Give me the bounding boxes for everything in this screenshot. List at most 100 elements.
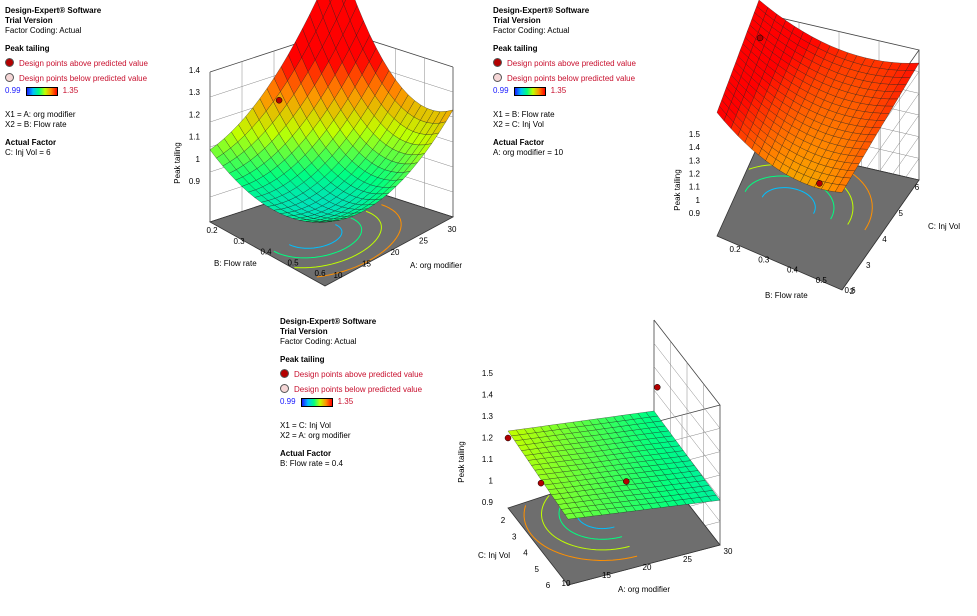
z-tick-label: 1: [696, 196, 701, 205]
below-legend: Design points below predicted value: [280, 384, 423, 395]
below-legend: Design points below predicted value: [5, 73, 148, 84]
x-tick-label: 0.4: [787, 266, 799, 275]
z-axis-label: Peak tailing: [173, 142, 182, 183]
below-dot-icon: [5, 73, 14, 82]
z-tick-label: 1.4: [189, 66, 201, 75]
x-tick-label: 10: [334, 271, 343, 280]
above-legend: Design points above predicted value: [493, 58, 636, 69]
y-axis-label: C: Inj Vol: [928, 222, 960, 231]
software-name: Design-Expert® Software: [5, 6, 102, 15]
y-tick-label: 0.2: [206, 226, 218, 235]
contour-line: [523, 505, 638, 561]
z-tick-label: 1.4: [482, 391, 494, 400]
z-tick-label: 1.3: [189, 88, 201, 97]
factor-coding: Factor Coding: Actual: [5, 26, 82, 35]
z-tick-label: 1.2: [689, 170, 701, 179]
y-tick-label: 4: [882, 235, 887, 244]
y-tick-label: 6: [915, 183, 920, 192]
above-legend: Design points above predicted value: [280, 369, 423, 380]
z-tick-label: 1.5: [482, 369, 494, 378]
z-tick-label: 1.2: [189, 110, 201, 119]
z-tick-label: 1.1: [482, 455, 494, 464]
y-tick-label: 2: [501, 516, 506, 525]
contour-line: [316, 204, 402, 278]
z-tick-label: 0.9: [189, 177, 201, 186]
legend-block-3: Design-Expert® Software Trial Version Fa…: [280, 317, 423, 469]
z-tick-label: 1: [196, 155, 201, 164]
surface-cell: [507, 429, 520, 437]
above-dot-icon: [5, 58, 14, 67]
contour-line: [273, 217, 363, 259]
above-dot-icon: [280, 369, 289, 378]
z-tick-label: 1: [489, 477, 494, 486]
y-tick-label: 3: [866, 261, 871, 270]
design-point: [816, 180, 823, 187]
below-dot-icon: [280, 384, 289, 393]
y-tick-label: 4: [523, 549, 528, 558]
x-tick-label: 25: [683, 555, 692, 564]
x-axis-label: B: Flow rate: [765, 291, 808, 300]
x-axis-label: A: org modifier: [410, 261, 462, 270]
trial-label: Trial Version: [493, 16, 541, 25]
y-tick-label: 0.6: [314, 269, 326, 278]
z-tick-label: 1.2: [482, 434, 494, 443]
actual-factor-value: C: Inj Vol = 6: [5, 148, 51, 157]
y-tick-label: 0.5: [287, 258, 299, 267]
z-tick-label: 1.3: [482, 412, 494, 421]
z-tick-label: 1.1: [189, 133, 201, 142]
y-tick-label: 3: [512, 532, 517, 541]
x-tick-label: 0.6: [844, 286, 856, 295]
x-tick-label: 0.5: [816, 276, 828, 285]
z-tick-label: 1.3: [689, 156, 701, 165]
z-tick-label: 0.9: [689, 209, 701, 218]
legend-block-2: Design-Expert® Software Trial Version Fa…: [493, 6, 636, 158]
contour-line: [294, 210, 382, 269]
colorbar: 0.99 1.35: [493, 86, 567, 96]
x2-def: X2 = C: Inj Vol: [493, 120, 544, 129]
colorbar-gradient: [513, 86, 546, 96]
x1-def: X1 = B: Flow rate: [493, 110, 555, 119]
y-tick-label: 2: [850, 287, 855, 296]
x-tick-label: 20: [391, 248, 400, 257]
x-tick-label: 0.2: [729, 245, 741, 254]
design-point: [623, 478, 630, 485]
z-tick-label: 1.1: [689, 183, 701, 192]
x2-def: X2 = B: Flow rate: [5, 120, 67, 129]
y-tick-label: 5: [899, 209, 904, 218]
actual-factor-title: Actual Factor: [5, 138, 57, 147]
x-tick-label: 30: [724, 547, 733, 556]
actual-factor-title: Actual Factor: [280, 449, 332, 458]
factor-coding: Factor Coding: Actual: [493, 26, 570, 35]
x-tick-label: 25: [419, 237, 428, 246]
response-name: Peak tailing: [280, 355, 325, 364]
surface-cell: [329, 0, 332, 3]
below-legend: Design points below predicted value: [493, 73, 636, 84]
colorbar: 0.99 1.35: [280, 397, 354, 407]
actual-factor-title: Actual Factor: [493, 138, 545, 147]
actual-factor-value: A: org modifier = 10: [493, 148, 564, 157]
y-tick-label: 5: [535, 565, 540, 574]
trial-label: Trial Version: [280, 327, 328, 336]
x-tick-label: 15: [602, 571, 611, 580]
x-tick-label: 0.3: [758, 255, 770, 264]
above-dot-icon: [493, 58, 502, 67]
x-tick-label: 15: [362, 260, 371, 269]
y-axis-label: C: Inj Vol: [478, 551, 510, 560]
surface-cell: [716, 106, 727, 121]
z-tick-label: 1.4: [689, 143, 701, 152]
response-name: Peak tailing: [493, 44, 538, 53]
x1-def: X1 = C: Inj Vol: [280, 421, 331, 430]
above-legend: Design points above predicted value: [5, 58, 148, 69]
x-tick-label: 10: [562, 579, 571, 588]
z-tick-label: 1.5: [689, 130, 701, 139]
z-tick-label: 0.9: [482, 498, 494, 507]
response-name: Peak tailing: [5, 44, 50, 53]
legend-block-1: Design-Expert® Software Trial Version Fa…: [5, 6, 148, 158]
actual-factor-value: B: Flow rate = 0.4: [280, 459, 343, 468]
design-point: [537, 479, 545, 487]
y-tick-label: 0.4: [260, 248, 272, 257]
x2-def: X2 = A: org modifier: [280, 431, 351, 440]
factor-coding: Factor Coding: Actual: [280, 337, 357, 346]
contour-line: [289, 224, 343, 249]
